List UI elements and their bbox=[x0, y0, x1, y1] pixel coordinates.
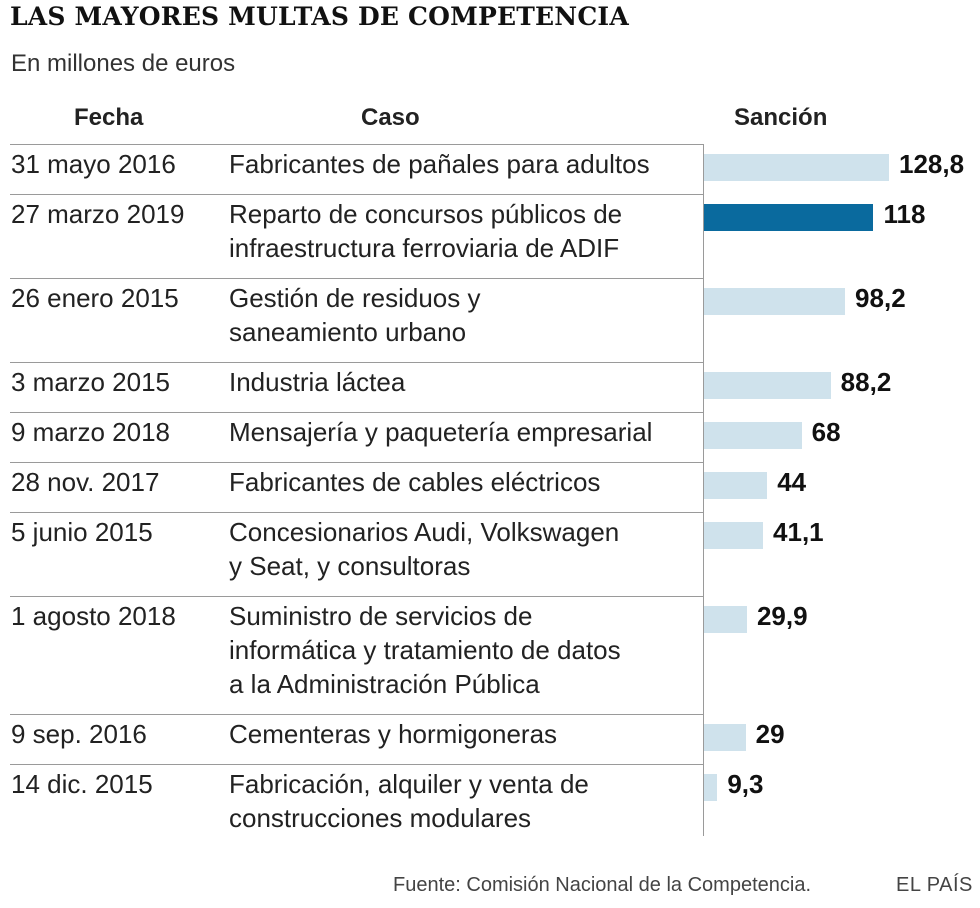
row-caso: Industria láctea bbox=[229, 367, 406, 397]
bar bbox=[704, 522, 764, 549]
bar-baseline-axis bbox=[703, 144, 704, 836]
column-header-fecha: Fecha bbox=[74, 104, 144, 131]
bar bbox=[704, 204, 874, 231]
row-fecha: 27 marzo 2019 bbox=[11, 199, 185, 229]
table-row: 1 agosto 2018 Suministro de servicios de … bbox=[0, 597, 980, 715]
row-divider bbox=[10, 278, 704, 279]
bar bbox=[704, 774, 718, 801]
row-caso: Gestión de residuos y saneamiento urbano bbox=[229, 283, 481, 347]
table-row: 14 dic. 2015 Fabricación, alquiler y vent… bbox=[0, 765, 980, 849]
bar-value-label: 128,8 bbox=[899, 149, 965, 179]
table-row: 9 sep. 2016 Cementeras y hormigoneras 29 bbox=[0, 715, 980, 765]
row-divider bbox=[10, 194, 704, 195]
brand-logo: EL PAÍS bbox=[896, 874, 973, 896]
bar bbox=[704, 372, 831, 399]
bar-value-label: 44 bbox=[777, 467, 807, 497]
row-divider bbox=[10, 512, 704, 513]
bar-value-label: 29,9 bbox=[756, 601, 808, 631]
bar-value-label: 88,2 bbox=[840, 367, 892, 397]
table-row: 28 nov. 2017 Fabricantes de cables eléctr… bbox=[0, 463, 980, 513]
row-divider bbox=[10, 362, 704, 363]
bar bbox=[704, 472, 768, 499]
table-row: 31 mayo 2016 Fabricantes de pañales para … bbox=[0, 145, 980, 195]
table-row: 5 junio 2015 Concesionarios Audi, Volkswa… bbox=[0, 513, 980, 597]
table-row: 27 marzo 2019 Reparto de concursos públic… bbox=[0, 195, 980, 279]
bar-value-label: 41,1 bbox=[773, 517, 824, 547]
chart-subtitle: En millones de euros bbox=[11, 50, 236, 77]
row-divider bbox=[10, 412, 704, 413]
source-note: Fuente: Comisión Nacional de la Competen… bbox=[393, 874, 811, 896]
column-header-sancion: Sanción bbox=[734, 104, 828, 131]
row-fecha: 9 sep. 2016 bbox=[11, 719, 147, 749]
row-caso: Mensajería y paquetería empresarial bbox=[229, 417, 653, 447]
row-fecha: 3 marzo 2015 bbox=[11, 367, 170, 397]
bar-value-label: 29 bbox=[755, 719, 785, 749]
row-caso: Fabricación, alquiler y venta de constru… bbox=[229, 769, 589, 833]
bar bbox=[704, 288, 846, 315]
chart-title: LAS MAYORES MULTAS DE COMPETENCIA bbox=[10, 2, 629, 31]
row-fecha: 9 marzo 2018 bbox=[11, 417, 170, 447]
bar-value-label: 118 bbox=[883, 199, 926, 229]
header-divider bbox=[10, 144, 704, 145]
row-fecha: 31 mayo 2016 bbox=[11, 149, 176, 179]
row-caso: Reparto de concursos públicos de infraes… bbox=[229, 199, 623, 263]
table-row: 26 enero 2015 Gestión de residuos y sanea… bbox=[0, 279, 980, 363]
row-caso: Suministro de servicios de informática y… bbox=[229, 601, 621, 699]
row-caso: Cementeras y hormigoneras bbox=[229, 719, 558, 749]
row-fecha: 1 agosto 2018 bbox=[11, 601, 176, 631]
row-divider bbox=[10, 764, 704, 765]
row-caso: Concesionarios Audi, Volkswagen y Seat, … bbox=[229, 517, 620, 581]
table-row: 9 marzo 2018 Mensajería y paquetería empr… bbox=[0, 413, 980, 463]
row-fecha: 28 nov. 2017 bbox=[11, 467, 160, 497]
table-row: 3 marzo 2015 Industria láctea 88,2 bbox=[0, 363, 980, 413]
bar bbox=[704, 606, 747, 633]
row-divider bbox=[10, 714, 704, 715]
bar bbox=[704, 154, 889, 181]
row-fecha: 26 enero 2015 bbox=[11, 283, 179, 313]
row-divider bbox=[10, 596, 704, 597]
row-fecha: 5 junio 2015 bbox=[11, 517, 153, 547]
bar-value-label: 98,2 bbox=[855, 283, 906, 313]
row-caso: Fabricantes de pañales para adultos bbox=[229, 149, 650, 179]
bar-value-label: 9,3 bbox=[727, 769, 764, 799]
row-divider bbox=[10, 462, 704, 463]
column-header-caso: Caso bbox=[361, 104, 420, 131]
row-caso: Fabricantes de cables eléctricos bbox=[229, 467, 601, 497]
bar bbox=[704, 422, 802, 449]
bar-value-label: 68 bbox=[811, 417, 841, 447]
bar bbox=[704, 724, 746, 751]
row-fecha: 14 dic. 2015 bbox=[11, 769, 153, 799]
